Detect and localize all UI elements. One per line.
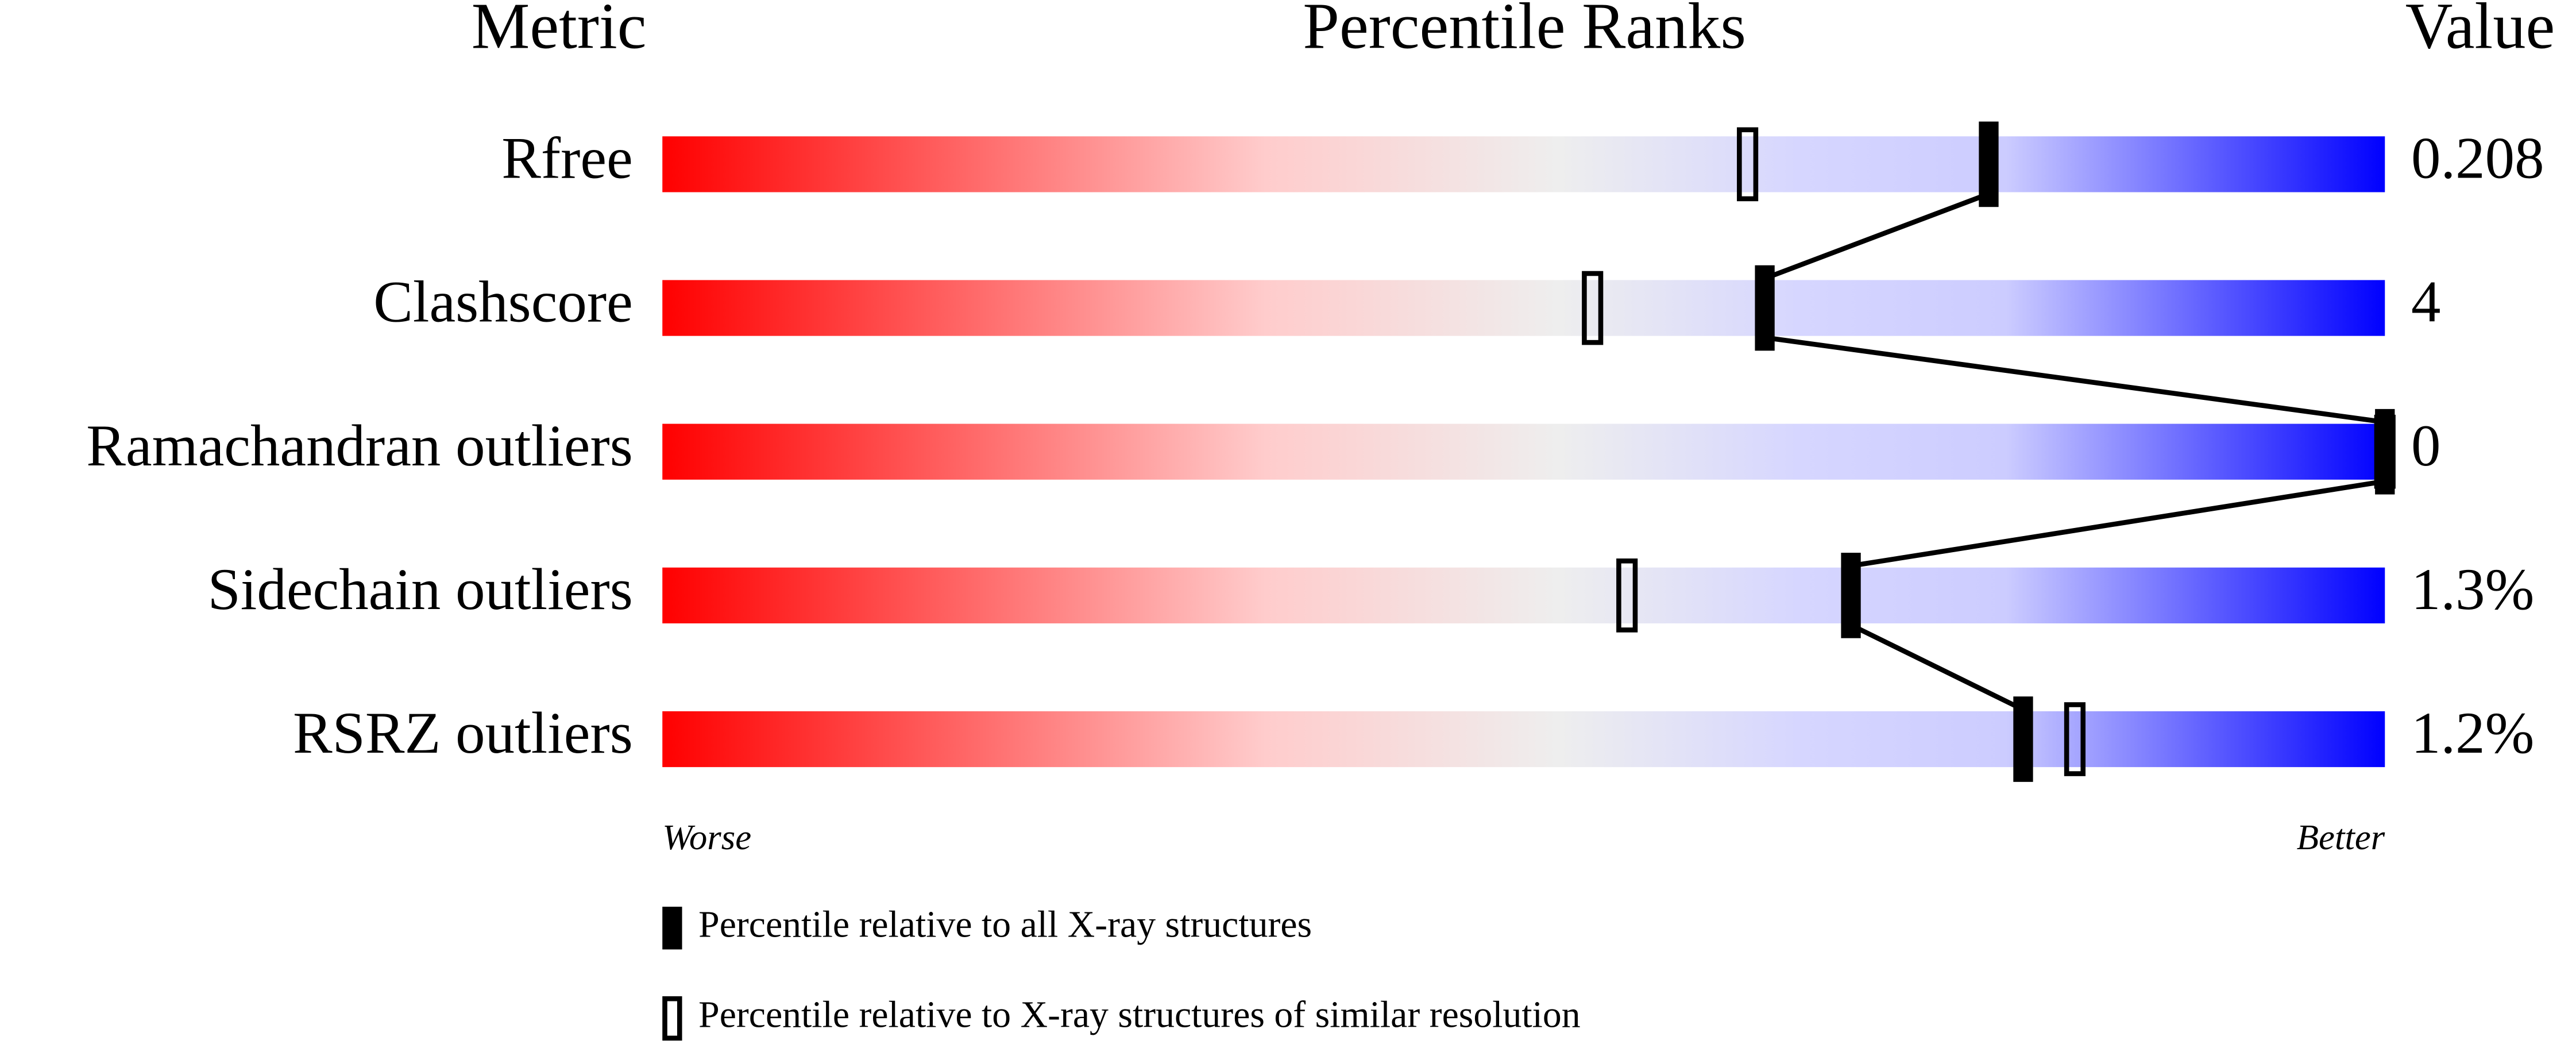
metric-label: Clashscore — [373, 269, 633, 335]
metric-value: 0 — [2411, 413, 2440, 479]
connector — [1850, 479, 2385, 569]
metric-value: 4 — [2411, 269, 2440, 335]
percentile-marker-all — [1841, 553, 1861, 638]
percentile-marker-all — [2013, 696, 2033, 782]
better-label: Better — [2297, 817, 2385, 857]
connector — [1849, 622, 2025, 712]
metric-header: Metric — [472, 0, 647, 62]
slider-bar — [662, 280, 2385, 336]
percentile-marker-all — [1979, 121, 1999, 207]
slider-bar — [662, 423, 2385, 480]
slider-bar — [662, 711, 2385, 768]
legend-label: Percentile relative to X-ray structures … — [698, 994, 1581, 1036]
percentile-marker-similar — [1616, 558, 1638, 633]
percentile-marker-similar — [2374, 414, 2396, 489]
connector — [1764, 335, 2385, 425]
slider-bar — [662, 136, 2385, 192]
metric-value: 1.3% — [2411, 557, 2534, 622]
worse-label: Worse — [662, 817, 751, 857]
metric-value: 0.208 — [2411, 126, 2544, 191]
chart-title: Percentile Ranks — [1303, 0, 1746, 62]
metric-label: RSRZ outliers — [293, 700, 633, 766]
value-header: Value — [2405, 0, 2555, 62]
metric-label: Ramachandran outliers — [86, 413, 633, 479]
legend-icon — [662, 907, 682, 950]
percentile-marker-similar — [2064, 702, 2086, 776]
connector — [1764, 191, 1990, 281]
legend-icon — [662, 996, 682, 1041]
metric-label: Sidechain outliers — [208, 557, 633, 622]
metric-value: 1.2% — [2411, 700, 2534, 766]
metric-label: Rfree — [501, 126, 633, 191]
percentile-marker-similar — [1582, 271, 1604, 345]
percentile-marker-similar — [1737, 127, 1759, 202]
slider-bar — [662, 567, 2385, 623]
percentile-marker-all — [1755, 265, 1775, 351]
legend-label: Percentile relative to all X-ray structu… — [698, 903, 1312, 945]
